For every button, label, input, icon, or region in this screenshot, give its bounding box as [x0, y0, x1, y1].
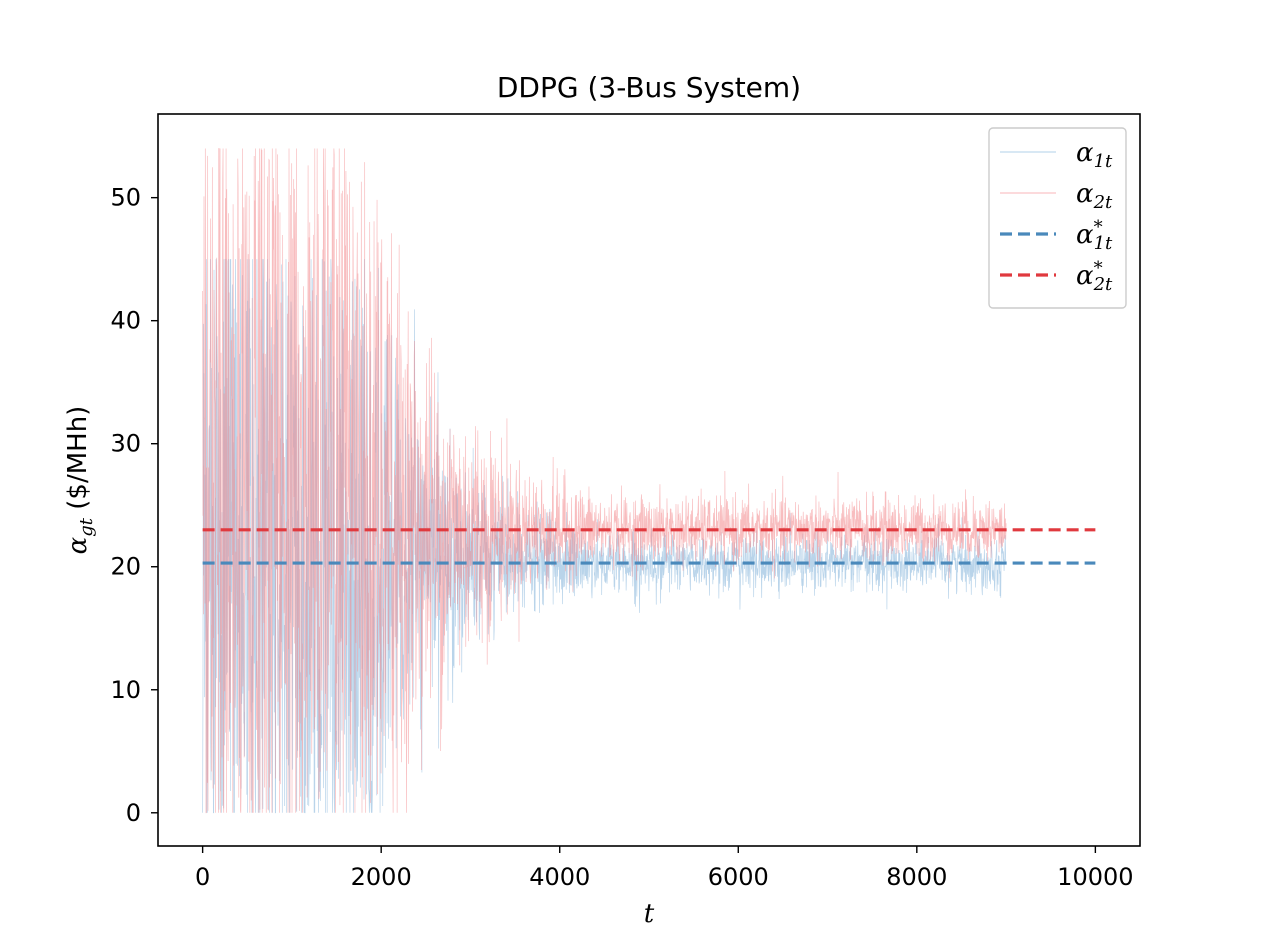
legend-label-symbol: α — [1076, 179, 1094, 209]
legend-label-star: * — [1094, 217, 1103, 238]
legend-box — [988, 127, 1127, 309]
plot-frame — [157, 113, 1141, 847]
legend-label-subscript: 1t — [1094, 151, 1113, 172]
y-tick-label: 20 — [110, 553, 141, 581]
x-tick-label: 10000 — [1057, 863, 1133, 891]
legend-label-subscript: 2t — [1093, 192, 1113, 213]
legend-label-subscript: 1t — [1094, 233, 1113, 254]
legend-label: α1t — [1076, 138, 1113, 172]
legend-label-symbol: α — [1076, 138, 1094, 168]
legend-label: α* 1t — [1076, 217, 1113, 254]
legend-label-subscript: 2t — [1093, 274, 1113, 295]
y-tick-label: 50 — [110, 184, 141, 212]
x-axis: 0 2000 4000 6000 8000 10000 — [195, 846, 1134, 891]
y-tick-label: 30 — [110, 430, 141, 458]
legend-label: α2t — [1076, 179, 1113, 213]
y-tick-label: 0 — [126, 799, 141, 827]
series-layer — [202, 148, 1096, 814]
y-axis-label-symbol: α — [63, 536, 93, 554]
y-tick-label: 10 — [110, 676, 141, 704]
y-axis-label-subscript: gt — [76, 517, 97, 537]
y-axis: 0 10 20 30 40 50 — [110, 184, 158, 827]
legend-label: α* 2t — [1076, 258, 1113, 295]
x-axis-label: t — [644, 899, 655, 929]
legend-label-symbol: α — [1076, 220, 1094, 250]
y-axis-label: αgt ($/MHh) — [63, 406, 97, 555]
x-tick-label: 6000 — [708, 863, 769, 891]
x-tick-label: 0 — [195, 863, 210, 891]
y-axis-label-unit: ($/MHh) — [63, 406, 93, 518]
x-tick-label: 8000 — [886, 863, 947, 891]
legend-label-symbol: α — [1076, 261, 1094, 291]
y-tick-label: 40 — [110, 307, 141, 335]
legend-label-star: * — [1094, 258, 1103, 279]
x-tick-label: 4000 — [529, 863, 590, 891]
chart-title: DDPG (3-Bus System) — [497, 71, 801, 104]
x-tick-label: 2000 — [351, 863, 412, 891]
